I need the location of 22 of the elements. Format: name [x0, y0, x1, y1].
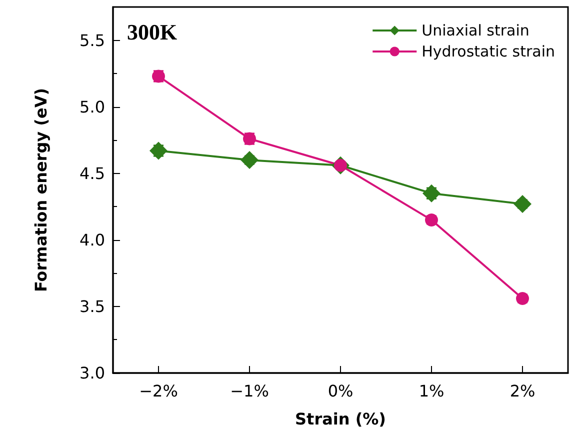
y-tick-label: 5.0 [80, 97, 105, 116]
legend-label: Uniaxial strain [422, 22, 530, 40]
y-tick-label: 3.0 [80, 364, 105, 382]
x-tick-label: 0% [328, 382, 354, 400]
y-tick-label: 5.5 [80, 30, 105, 50]
point [240, 151, 258, 170]
x-tick-label: 2% [510, 382, 536, 400]
x-tick-label: −2% [139, 382, 178, 400]
point [425, 213, 438, 226]
y-axis-title: Formation energy (eV) [32, 88, 50, 292]
x-tick-label: −1% [230, 382, 269, 400]
y-tick-label: 3.5 [80, 296, 105, 316]
point [422, 184, 440, 202]
x-tick-label: 1% [418, 382, 444, 400]
y-tick-label: 4.0 [80, 230, 105, 250]
legend-label: Hydrostatic strain [422, 42, 555, 60]
x-axis-title: Strain (%) [295, 410, 386, 428]
y-tick-label: 4.5 [80, 164, 105, 183]
annotation: 300K [127, 20, 178, 44]
point [150, 142, 168, 160]
point [514, 194, 532, 213]
point [516, 292, 529, 305]
